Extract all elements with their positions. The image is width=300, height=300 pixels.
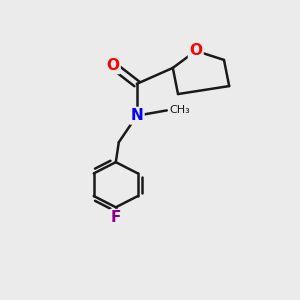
- Text: CH₃: CH₃: [170, 105, 190, 116]
- Text: F: F: [111, 210, 121, 225]
- Text: O: O: [106, 58, 119, 73]
- Text: O: O: [189, 43, 202, 58]
- Text: N: N: [130, 108, 143, 123]
